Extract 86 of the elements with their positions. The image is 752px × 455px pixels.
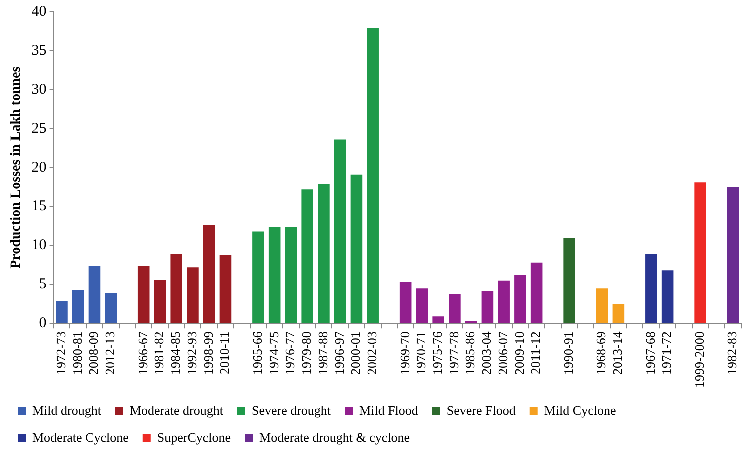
bar [416, 288, 428, 324]
bar [564, 238, 576, 324]
y-tick-label: 25 [32, 120, 47, 137]
y-tick-label: 0 [39, 316, 47, 332]
bar [285, 227, 298, 324]
bar [318, 184, 330, 324]
bar [268, 227, 281, 324]
bar [727, 187, 740, 324]
x-tick-label: 1975-76 [430, 331, 445, 376]
x-tick-label: 1971-72 [659, 332, 674, 376]
bar [170, 254, 182, 324]
x-tick-label: 2009-10 [512, 332, 527, 376]
x-tick-label: 1990-91 [560, 332, 576, 376]
x-tick-label: 1969-70 [397, 332, 412, 376]
x-tick-label: 1976-77 [282, 331, 298, 376]
bar [596, 288, 608, 324]
bar [350, 174, 363, 324]
x-tick-label: 1999-2000 [692, 332, 707, 388]
legend-label: Moderate drought & cyclone [260, 430, 410, 445]
bar [694, 182, 706, 324]
bar [302, 190, 314, 324]
legend-label: Mild drought [32, 402, 102, 418]
x-tick-label: 1966-67 [135, 331, 150, 376]
x-tick-label: 1967-68 [642, 332, 658, 376]
legend-label: SuperCyclone [157, 430, 232, 445]
x-tick-label: 1974-75 [266, 332, 282, 376]
x-tick-label: 1984-85 [168, 332, 184, 376]
y-tick-label: 15 [32, 198, 47, 215]
x-tick-label: 1985-86 [462, 331, 478, 376]
bar [514, 275, 526, 324]
x-tick-label: 1996-97 [332, 331, 347, 376]
bar [138, 266, 150, 324]
x-tick-label: 2010-11 [217, 332, 232, 375]
legend-label: Severe Flood [446, 402, 516, 418]
bar [88, 266, 101, 324]
x-tick-label: 2000-01 [348, 332, 364, 376]
x-tick-label: 2002-03 [364, 332, 380, 376]
bar [154, 280, 166, 324]
x-tick-label: 1998-99 [200, 332, 216, 376]
bar [449, 294, 461, 324]
y-tick-label: 40 [32, 4, 47, 20]
x-tick-label: 1977-78 [446, 332, 462, 376]
x-tick-label: 1965-66 [250, 331, 265, 376]
x-tick-label: 1968-69 [594, 332, 609, 376]
x-tick-label: 2012-13 [102, 332, 118, 376]
bar [646, 254, 658, 324]
bar [662, 270, 674, 324]
y-tick-label: 10 [32, 238, 47, 254]
x-tick-label: 2013-14 [610, 331, 626, 376]
bar [252, 232, 264, 324]
bar [72, 290, 84, 324]
bar [105, 293, 117, 324]
bar [187, 268, 199, 324]
x-tick-label: 1982-83 [724, 332, 740, 376]
bar [367, 28, 379, 324]
bar [530, 262, 543, 324]
x-tick-label: 2006-07 [495, 331, 510, 376]
bar [220, 255, 232, 324]
x-tick-label: 1980-81 [70, 332, 85, 376]
y-tick-label: 35 [32, 42, 47, 59]
x-tick-label: 1970-71 [414, 332, 429, 376]
y-tick-label: 30 [32, 82, 47, 98]
x-tick-label: 1992-93 [184, 332, 200, 376]
legend-label: Mild Flood [360, 402, 419, 418]
bar [203, 225, 216, 324]
bar [56, 301, 68, 324]
bar [612, 304, 625, 324]
bar [482, 290, 494, 324]
bar [400, 282, 412, 324]
x-tick-label: 1979-80 [299, 332, 314, 376]
y-tick-label: 5 [39, 276, 47, 293]
x-tick-label: 2011-12 [528, 332, 544, 375]
y-axis-title: Production Losses in Lakh tonnes [9, 66, 24, 269]
x-tick-label: 2003-04 [479, 331, 494, 376]
y-tick-label: 20 [32, 160, 47, 176]
legend-label: Moderate drought [130, 402, 224, 418]
x-tick-label: 1972-73 [53, 332, 68, 376]
bar [334, 140, 346, 324]
legend-label: Mild Cyclone [544, 402, 616, 418]
x-tick-label: 1987-88 [315, 332, 330, 376]
x-tick-label: 2008-09 [86, 332, 102, 376]
legend-label: Moderate Cyclone [32, 430, 130, 445]
legend-label: Severe drought [252, 402, 332, 418]
bar [432, 316, 444, 324]
x-tick-label: 1981-82 [152, 332, 167, 376]
bar [498, 280, 510, 324]
